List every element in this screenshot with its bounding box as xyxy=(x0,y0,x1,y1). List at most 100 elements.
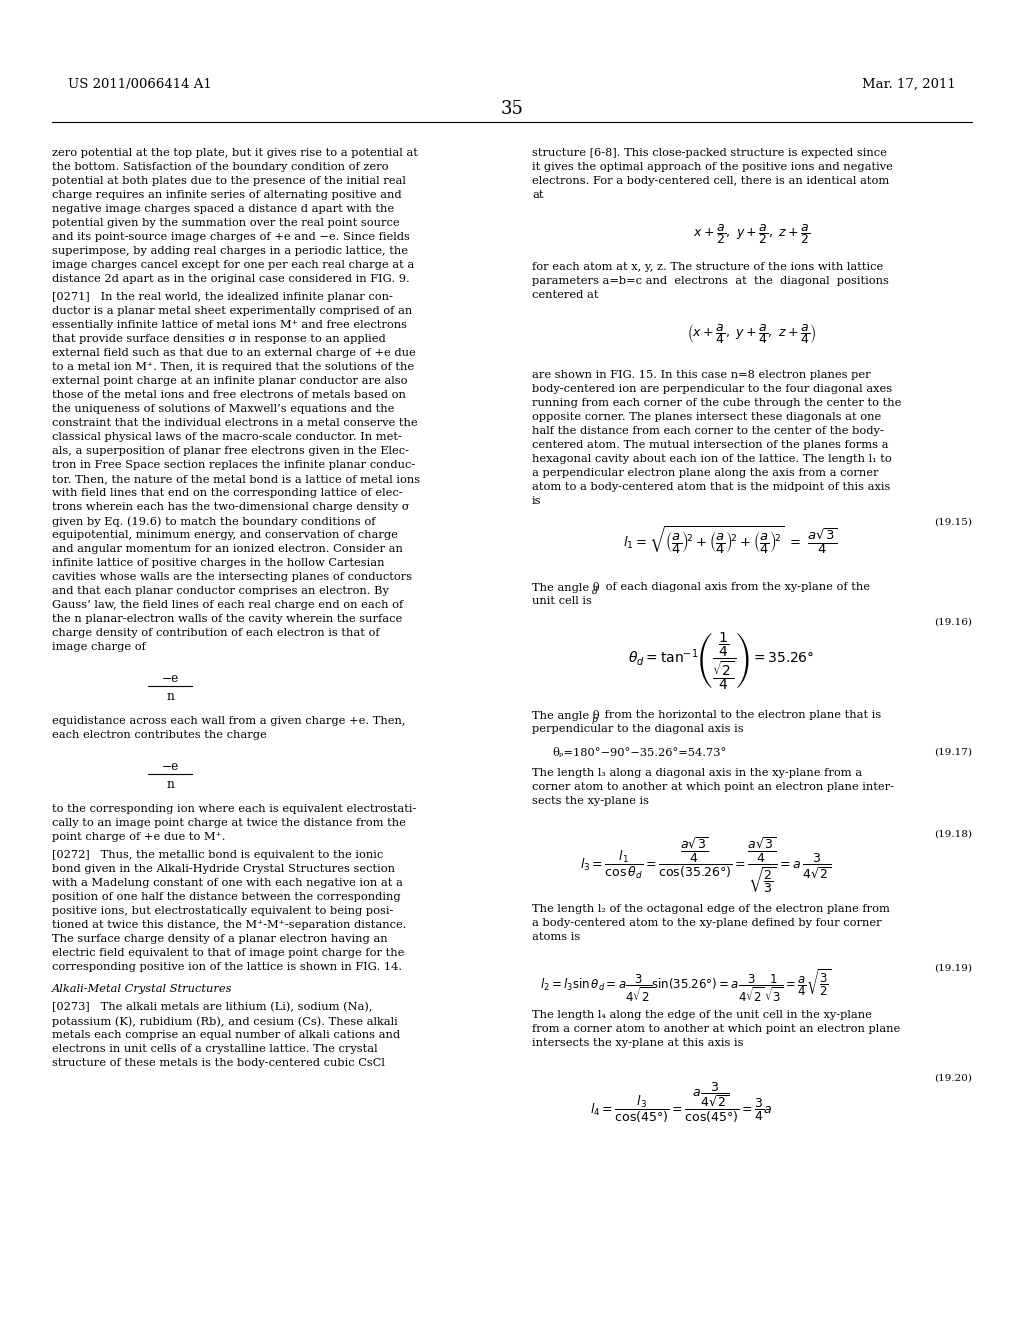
Text: each electron contributes the charge: each electron contributes the charge xyxy=(52,730,266,741)
Text: with a Madelung constant of one with each negative ion at a: with a Madelung constant of one with eac… xyxy=(52,878,402,888)
Text: $\theta_d = \tan^{-1}\!\left(\dfrac{\dfrac{1}{4}}{\dfrac{\sqrt{2}}{4}}\right) = : $\theta_d = \tan^{-1}\!\left(\dfrac{\dfr… xyxy=(628,630,814,692)
Text: n: n xyxy=(166,777,174,791)
Text: centered at: centered at xyxy=(532,290,598,300)
Text: equidistance across each wall from a given charge +e. Then,: equidistance across each wall from a giv… xyxy=(52,715,406,726)
Text: sects the xy-plane is: sects the xy-plane is xyxy=(532,796,649,807)
Text: $l_4 = \dfrac{l_3}{\cos(45°)} = \dfrac{a\dfrac{3}{4\sqrt{2}}}{\cos(45°)} = \dfra: $l_4 = \dfrac{l_3}{\cos(45°)} = \dfrac{a… xyxy=(590,1080,773,1125)
Text: The surface charge density of a planar electron having an: The surface charge density of a planar e… xyxy=(52,935,388,944)
Text: charge density of contribution of each electron is that of: charge density of contribution of each e… xyxy=(52,628,380,638)
Text: running from each corner of the cube through the center to the: running from each corner of the cube thr… xyxy=(532,399,901,408)
Text: n: n xyxy=(166,690,174,704)
Text: for each atom at x, y, z. The structure of the ions with lattice: for each atom at x, y, z. The structure … xyxy=(532,261,884,272)
Text: The length l₄ along the edge of the unit cell in the xy-plane: The length l₄ along the edge of the unit… xyxy=(532,1010,871,1020)
Text: with field lines that end on the corresponding lattice of elec-: with field lines that end on the corresp… xyxy=(52,488,402,498)
Text: charge requires an infinite series of alternating positive and: charge requires an infinite series of al… xyxy=(52,190,401,201)
Text: Gauss’ law, the field lines of each real charge end on each of: Gauss’ law, the field lines of each real… xyxy=(52,601,403,610)
Text: trons wherein each has the two-dimensional charge density σ: trons wherein each has the two-dimension… xyxy=(52,502,410,512)
Text: body-centered ion are perpendicular to the four diagonal axes: body-centered ion are perpendicular to t… xyxy=(532,384,892,393)
Text: those of the metal ions and free electrons of metals based on: those of the metal ions and free electro… xyxy=(52,389,406,400)
Text: image charges cancel except for one per each real charge at a: image charges cancel except for one per … xyxy=(52,260,415,271)
Text: (19.20): (19.20) xyxy=(934,1074,972,1082)
Text: the bottom. Satisfaction of the boundary condition of zero: the bottom. Satisfaction of the boundary… xyxy=(52,162,388,172)
Text: (19.18): (19.18) xyxy=(934,830,972,840)
Text: zero potential at the top plate, but it gives rise to a potential at: zero potential at the top plate, but it … xyxy=(52,148,418,158)
Text: (19.15): (19.15) xyxy=(934,517,972,527)
Text: (19.19): (19.19) xyxy=(934,964,972,973)
Text: US 2011/0066414 A1: US 2011/0066414 A1 xyxy=(68,78,212,91)
Text: a perpendicular electron plane along the axis from a corner: a perpendicular electron plane along the… xyxy=(532,469,879,478)
Text: and that each planar conductor comprises an electron. By: and that each planar conductor comprises… xyxy=(52,586,389,597)
Text: The length l₃ along a diagonal axis in the xy-plane from a: The length l₃ along a diagonal axis in t… xyxy=(532,768,862,777)
Text: cally to an image point charge at twice the distance from the: cally to an image point charge at twice … xyxy=(52,818,406,828)
Text: corner atom to another at which point an electron plane inter-: corner atom to another at which point an… xyxy=(532,781,894,792)
Text: 35: 35 xyxy=(501,100,523,117)
Text: centered atom. The mutual intersection of the planes forms a: centered atom. The mutual intersection o… xyxy=(532,440,889,450)
Text: structure [6-8]. This close-packed structure is expected since: structure [6-8]. This close-packed struc… xyxy=(532,148,887,158)
Text: classical physical laws of the macro-scale conductor. In met-: classical physical laws of the macro-sca… xyxy=(52,432,401,442)
Text: structure of these metals is the body-centered cubic CsCl: structure of these metals is the body-ce… xyxy=(52,1059,385,1068)
Text: opposite corner. The planes intersect these diagonals at one: opposite corner. The planes intersect th… xyxy=(532,412,882,422)
Text: Alkali-Metal Crystal Structures: Alkali-Metal Crystal Structures xyxy=(52,983,232,994)
Text: from the horizontal to the electron plane that is: from the horizontal to the electron plan… xyxy=(601,710,882,719)
Text: tioned at twice this distance, the M⁺-M⁺-separation distance.: tioned at twice this distance, the M⁺-M⁺… xyxy=(52,920,407,931)
Text: θₚ=180°−90°−35.26°=54.73°: θₚ=180°−90°−35.26°=54.73° xyxy=(552,748,726,758)
Text: atom to a body-centered atom that is the midpoint of this axis: atom to a body-centered atom that is the… xyxy=(532,482,891,492)
Text: external field such as that due to an external charge of +e due: external field such as that due to an ex… xyxy=(52,348,416,358)
Text: [0271]   In the real world, the idealized infinite planar con-: [0271] In the real world, the idealized … xyxy=(52,292,393,302)
Text: metals each comprise an equal number of alkali cations and: metals each comprise an equal number of … xyxy=(52,1030,400,1040)
Text: to the corresponding ion where each is equivalent electrostati-: to the corresponding ion where each is e… xyxy=(52,804,417,814)
Text: $l_1 = \sqrt{\left(\dfrac{a}{4}\right)^{\!2} + \left(\dfrac{a}{4}\right)^{\!2} +: $l_1 = \sqrt{\left(\dfrac{a}{4}\right)^{… xyxy=(623,524,838,556)
Text: it gives the optimal approach of the positive ions and negative: it gives the optimal approach of the pos… xyxy=(532,162,893,172)
Text: and its point-source image charges of +e and −e. Since fields: and its point-source image charges of +e… xyxy=(52,232,410,242)
Text: from a corner atom to another at which point an electron plane: from a corner atom to another at which p… xyxy=(532,1024,900,1034)
Text: −e: −e xyxy=(162,672,178,685)
Text: electric field equivalent to that of image point charge for the: electric field equivalent to that of ima… xyxy=(52,948,404,958)
Text: of each diagonal axis from the xy-plane of the: of each diagonal axis from the xy-plane … xyxy=(602,582,870,591)
Text: perpendicular to the diagonal axis is: perpendicular to the diagonal axis is xyxy=(532,723,743,734)
Text: ductor is a planar metal sheet experimentally comprised of an: ductor is a planar metal sheet experimen… xyxy=(52,306,413,315)
Text: (19.17): (19.17) xyxy=(934,748,972,756)
Text: unit cell is: unit cell is xyxy=(532,597,592,606)
Text: The angle θ: The angle θ xyxy=(532,710,600,721)
Text: parameters a=b=c and  electrons  at  the  diagonal  positions: parameters a=b=c and electrons at the di… xyxy=(532,276,889,286)
Text: hexagonal cavity about each ion of the lattice. The length l₁ to: hexagonal cavity about each ion of the l… xyxy=(532,454,892,465)
Text: potential given by the summation over the real point source: potential given by the summation over th… xyxy=(52,218,399,228)
Text: the uniqueness of solutions of Maxwell’s equations and the: the uniqueness of solutions of Maxwell’s… xyxy=(52,404,394,414)
Text: superimpose, by adding real charges in a periodic lattice, the: superimpose, by adding real charges in a… xyxy=(52,246,408,256)
Text: a body-centered atom to the xy-plane defined by four corner: a body-centered atom to the xy-plane def… xyxy=(532,917,882,928)
Text: The length l₂ of the octagonal edge of the electron plane from: The length l₂ of the octagonal edge of t… xyxy=(532,904,890,913)
Text: given by Eq. (19.6) to match the boundary conditions of: given by Eq. (19.6) to match the boundar… xyxy=(52,516,376,527)
Text: constraint that the individual electrons in a metal conserve the: constraint that the individual electrons… xyxy=(52,418,418,428)
Text: that provide surface densities σ in response to an applied: that provide surface densities σ in resp… xyxy=(52,334,386,345)
Text: [0273]   The alkali metals are lithium (Li), sodium (Na),: [0273] The alkali metals are lithium (Li… xyxy=(52,1002,373,1012)
Text: the n planar-electron walls of the cavity wherein the surface: the n planar-electron walls of the cavit… xyxy=(52,614,402,624)
Text: $l_3 = \dfrac{l_1}{\cos\theta_d} = \dfrac{\dfrac{a\sqrt{3}}{4}}{\cos(35.26°)} = : $l_3 = \dfrac{l_1}{\cos\theta_d} = \dfra… xyxy=(580,836,831,895)
Text: The angle θ: The angle θ xyxy=(532,582,600,593)
Text: point charge of +e due to M⁺.: point charge of +e due to M⁺. xyxy=(52,832,225,842)
Text: electrons. For a body-centered cell, there is an identical atom: electrons. For a body-centered cell, the… xyxy=(532,176,889,186)
Text: external point charge at an infinite planar conductor are also: external point charge at an infinite pla… xyxy=(52,376,408,385)
Text: at: at xyxy=(532,190,544,201)
Text: infinite lattice of positive charges in the hollow Cartesian: infinite lattice of positive charges in … xyxy=(52,558,384,568)
Text: $\left(x+\dfrac{a}{4},\ y+\dfrac{a}{4},\ z+\dfrac{a}{4}\right)$: $\left(x+\dfrac{a}{4},\ y+\dfrac{a}{4},\… xyxy=(687,322,817,346)
Text: and angular momentum for an ionized electron. Consider an: and angular momentum for an ionized elec… xyxy=(52,544,402,554)
Text: atoms is: atoms is xyxy=(532,932,581,942)
Text: (19.16): (19.16) xyxy=(934,618,972,627)
Text: tor. Then, the nature of the metal bond is a lattice of metal ions: tor. Then, the nature of the metal bond … xyxy=(52,474,420,484)
Text: corresponding positive ion of the lattice is shown in FIG. 14.: corresponding positive ion of the lattic… xyxy=(52,962,402,972)
Text: equipotential, minimum energy, and conservation of charge: equipotential, minimum energy, and conse… xyxy=(52,531,398,540)
Text: distance 2d apart as in the original case considered in FIG. 9.: distance 2d apart as in the original cas… xyxy=(52,275,410,284)
Text: negative image charges spaced a distance d apart with the: negative image charges spaced a distance… xyxy=(52,205,394,214)
Text: potential at both plates due to the presence of the initial real: potential at both plates due to the pres… xyxy=(52,176,406,186)
Text: is: is xyxy=(532,496,542,506)
Text: to a metal ion M⁺. Then, it is required that the solutions of the: to a metal ion M⁺. Then, it is required … xyxy=(52,362,414,372)
Text: Mar. 17, 2011: Mar. 17, 2011 xyxy=(862,78,956,91)
Text: positive ions, but electrostatically equivalent to being posi-: positive ions, but electrostatically equ… xyxy=(52,906,393,916)
Text: intersects the xy-plane at this axis is: intersects the xy-plane at this axis is xyxy=(532,1038,743,1048)
Text: p: p xyxy=(592,715,598,723)
Text: potassium (K), rubidium (Rb), and cesium (Cs). These alkali: potassium (K), rubidium (Rb), and cesium… xyxy=(52,1016,397,1027)
Text: als, a superposition of planar free electrons given in the Elec-: als, a superposition of planar free elec… xyxy=(52,446,409,455)
Text: −e: −e xyxy=(162,760,178,774)
Text: half the distance from each corner to the center of the body-: half the distance from each corner to th… xyxy=(532,426,884,436)
Text: image charge of: image charge of xyxy=(52,642,145,652)
